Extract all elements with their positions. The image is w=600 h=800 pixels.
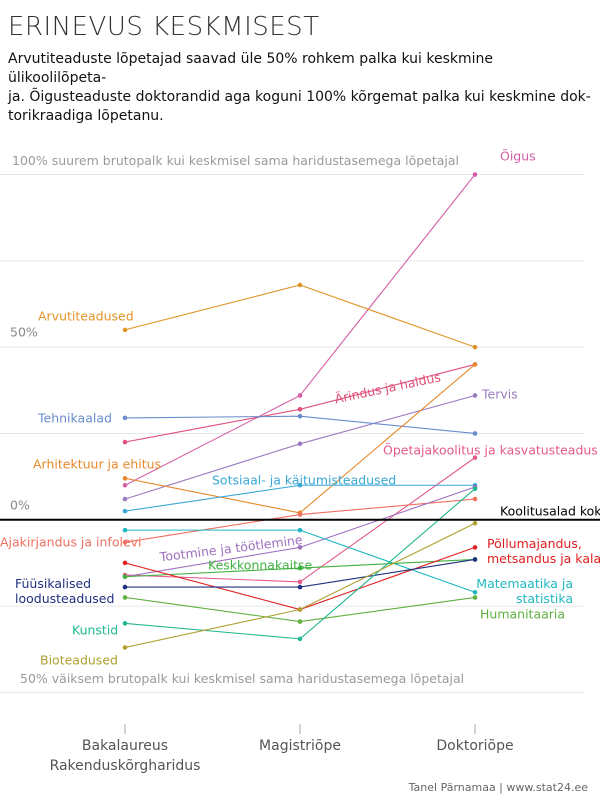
- point: [297, 393, 303, 398]
- point: [472, 557, 478, 562]
- point: [122, 476, 128, 481]
- point: [122, 584, 128, 590]
- point: [122, 415, 128, 421]
- series-label: Matemaatika ja statistika: [476, 576, 573, 606]
- series-label: Ajakirjandus ja infolevi: [0, 535, 142, 550]
- point: [122, 574, 128, 580]
- point: [297, 579, 303, 585]
- point: [472, 344, 478, 350]
- point: [472, 362, 478, 367]
- source: Tanel Pärnamaa | www.stat24.ee: [408, 781, 588, 794]
- point: [122, 645, 128, 650]
- point: [122, 539, 128, 545]
- series-label: Tervis: [481, 387, 518, 402]
- series-label: Arvutiteadused: [38, 309, 134, 324]
- series-label: Õpetajakoolitus ja kasvatusteadus: [383, 443, 598, 458]
- point: [297, 527, 303, 533]
- point: [122, 327, 128, 333]
- series-label: Õigus: [500, 149, 536, 164]
- point: [297, 406, 303, 412]
- point: [472, 496, 478, 502]
- point: [122, 621, 128, 626]
- point: [297, 512, 303, 517]
- point: [122, 508, 128, 514]
- point: [472, 486, 478, 491]
- chart-title: ERINEVUS KESKMISEST: [8, 12, 320, 42]
- point: [297, 482, 303, 488]
- point: [297, 441, 303, 447]
- series-label: Põllumajandus,metsandus ja kalandus: [487, 536, 600, 566]
- point: [297, 413, 303, 419]
- series-label: Kunstid: [72, 623, 118, 638]
- point: [297, 619, 303, 624]
- chart-subtitle: Arvutiteaduste lõpetajad saavad üle 50% …: [8, 51, 591, 124]
- series-label: Bioteadused: [40, 653, 118, 668]
- point: [472, 589, 478, 595]
- point: [472, 595, 478, 600]
- series-line: [124, 415, 476, 434]
- point: [122, 527, 128, 533]
- x-tick-label: Magistriõpe: [259, 738, 341, 754]
- y-tick-label: 0%: [10, 497, 30, 512]
- point: [122, 496, 128, 502]
- point: [297, 607, 303, 612]
- point: [122, 439, 128, 445]
- series-label: Koolitusalad kokku: [500, 504, 600, 519]
- point: [297, 636, 303, 642]
- series-label: Humanitaaria: [480, 607, 565, 622]
- point: [472, 455, 478, 460]
- point: [122, 560, 128, 566]
- point: [472, 431, 478, 436]
- point: [472, 393, 478, 398]
- point: [122, 482, 128, 488]
- point: [472, 545, 478, 550]
- series-label: Keskkonnakaitse: [208, 558, 313, 573]
- y-tick-label: 50%: [10, 325, 38, 340]
- annotation: 50% väiksem brutopalk kui keskmisel sama…: [20, 671, 464, 686]
- series-line: [124, 284, 476, 348]
- point: [297, 545, 303, 550]
- point: [297, 282, 303, 288]
- point: [297, 584, 303, 590]
- x-tick-label: Bakalaureus Rakenduskõrgharidus: [49, 738, 201, 774]
- point: [297, 565, 303, 571]
- series-label: Arhitektuur ja ehitus: [33, 457, 161, 472]
- point: [472, 172, 478, 177]
- point: [472, 520, 478, 526]
- annotation: 100% suurem brutopalk kui keskmisel sama…: [12, 153, 459, 168]
- series-line: [124, 174, 476, 486]
- series-label: Sotsiaal- ja käitumisteadused: [212, 473, 396, 488]
- series-label: Füüsikalised loodusteadused: [15, 576, 114, 606]
- x-tick-label: Doktoriõpe: [436, 738, 514, 754]
- series-label: Tehnikaalad: [37, 411, 112, 426]
- point: [122, 595, 128, 600]
- series-label: Ärindus ja haldus: [333, 369, 442, 406]
